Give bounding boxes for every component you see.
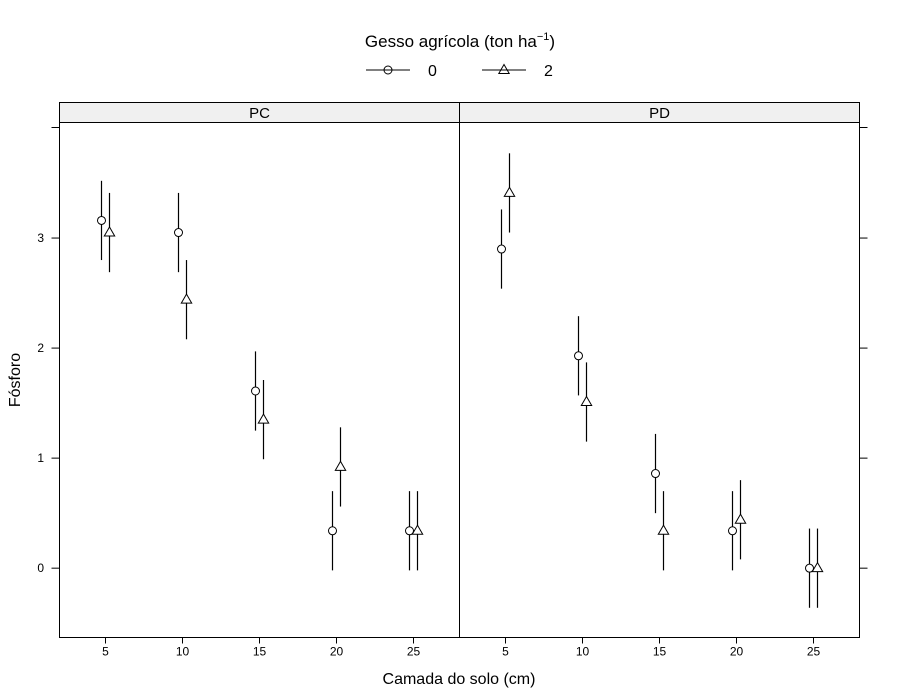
point-triangle-pd: [503, 186, 516, 197]
point-triangle-pd: [811, 561, 824, 573]
point-triangle-pc: [257, 413, 270, 424]
y-tick-label: 1: [37, 451, 44, 465]
x-tick-label: 10: [176, 645, 190, 659]
legend-triangle-marker: [497, 63, 511, 74]
point-triangle-pc: [180, 293, 193, 304]
y-tick-label: 3: [37, 231, 44, 245]
point-triangle-pc: [103, 226, 116, 237]
point-circle-pc: [328, 526, 337, 536]
point-triangle-pd: [657, 524, 670, 535]
point-triangle-pd: [734, 513, 747, 524]
point-triangle-pc: [334, 460, 347, 471]
x-tick-label: 15: [653, 645, 667, 659]
x-tick-label: 10: [576, 645, 590, 659]
panel-frame-pc: [59, 122, 460, 638]
point-circle-pd: [574, 351, 583, 361]
data-marks: [97, 153, 824, 608]
legend-entry-0: 0: [366, 63, 437, 80]
point-circle-pd: [805, 563, 814, 573]
legend-circle-marker: [383, 65, 393, 75]
point-circle-pc: [405, 526, 414, 536]
panel-strips: PC PD: [59, 102, 860, 123]
y-axis-label: Fósforo: [7, 353, 24, 407]
point-circle-pd: [728, 526, 737, 536]
x-tick-label: 20: [330, 645, 344, 659]
y-tick-label: 0: [37, 561, 44, 575]
legend: Gesso agrícola (ton ha−1) 0 2: [365, 31, 555, 80]
x-tick-label: 25: [407, 645, 421, 659]
point-circle-pc: [174, 228, 183, 238]
point-triangle-pc: [411, 524, 424, 535]
point-circle-pc: [97, 215, 106, 225]
panel-frame-pd: [459, 122, 860, 638]
legend-entry-2: 2: [482, 63, 553, 80]
x-tick-label: 5: [502, 645, 509, 659]
x-tick-label: 5: [102, 645, 109, 659]
point-triangle-pd: [580, 395, 593, 407]
strip-title-pd: PD: [649, 105, 670, 122]
point-circle-pc: [251, 386, 260, 396]
x-tick-label: 20: [730, 645, 744, 659]
x-axis-label: Camada do solo (cm): [383, 671, 536, 688]
x-axis: 5 10 15 20 25 5 10 15 20 25: [102, 637, 821, 659]
x-tick-label: 15: [253, 645, 267, 659]
legend-title: Gesso agrícola (ton ha−1): [365, 31, 555, 51]
legend-label-0: 0: [428, 63, 437, 80]
legend-label-2: 2: [544, 63, 553, 80]
point-circle-pd: [497, 244, 506, 254]
y-tick-label: 2: [37, 341, 44, 355]
y-axis-left: 0 1 2 3: [37, 127, 60, 575]
strip-title-pc: PC: [249, 105, 270, 122]
point-circle-pd: [651, 469, 660, 479]
x-tick-label: 25: [807, 645, 821, 659]
y-axis-right: [859, 127, 868, 569]
